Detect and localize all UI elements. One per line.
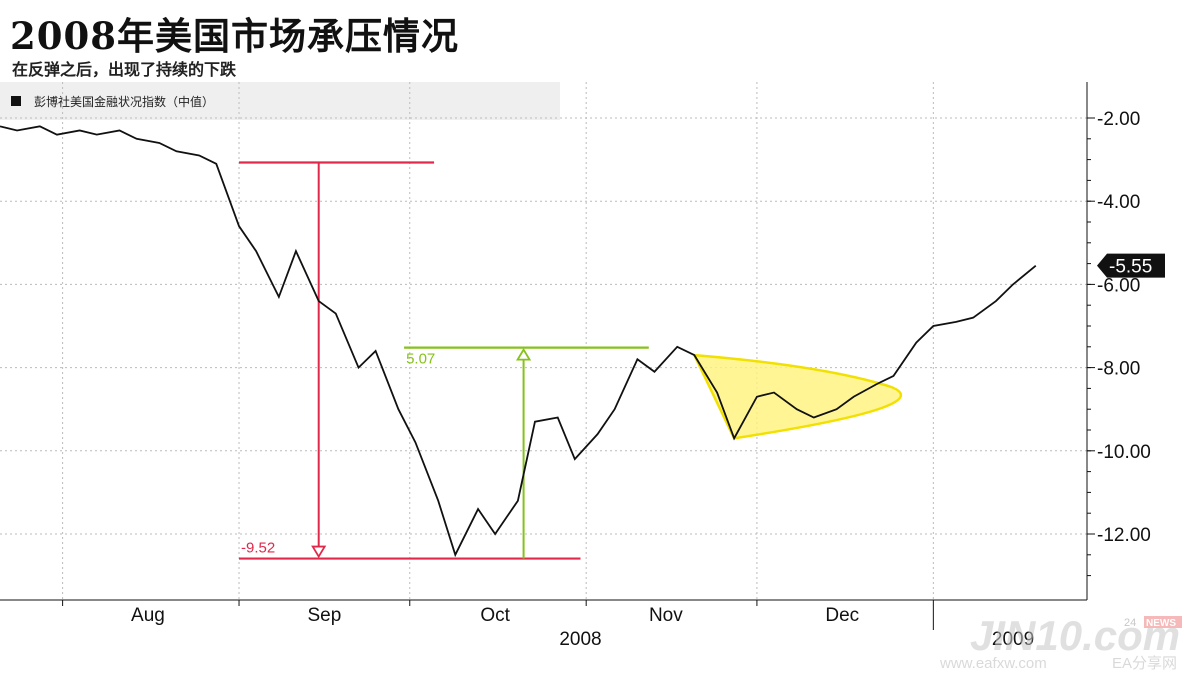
legend-label: 彭博社美国金融状况指数（中值） bbox=[34, 94, 214, 109]
green-annotation-label: 5.07 bbox=[406, 351, 435, 368]
x-tick-label: Sep bbox=[307, 605, 341, 626]
x-tick-label: Dec bbox=[825, 605, 859, 626]
watermark-badge-num: 24 bbox=[1124, 617, 1136, 629]
axes bbox=[0, 82, 1095, 630]
chart-subtitle: 在反弹之后，出现了持续的下跌 bbox=[12, 60, 237, 79]
y-tick-label: -10.00 bbox=[1097, 442, 1151, 463]
legend-background bbox=[0, 82, 560, 120]
series-line bbox=[0, 125, 1037, 558]
last-value-label: -5.55 bbox=[1109, 257, 1152, 278]
red-arrowhead bbox=[311, 545, 327, 559]
y-tick-label: -4.00 bbox=[1097, 192, 1140, 213]
y-tick-label: -2.00 bbox=[1097, 109, 1140, 130]
highlight-region bbox=[692, 353, 903, 440]
y-tick-label: -12.00 bbox=[1097, 525, 1151, 546]
watermark-badge-text: NEWS bbox=[1146, 618, 1176, 629]
y-tick-label: -6.00 bbox=[1097, 275, 1140, 296]
red-annotation-label: -9.52 bbox=[241, 540, 275, 557]
watermark-badge-box bbox=[1144, 616, 1182, 628]
annotations: -9.52 5.07 bbox=[239, 161, 649, 560]
watermark-site-cn: EA分享网 bbox=[1112, 655, 1177, 672]
y-tick-label: -8.00 bbox=[1097, 359, 1140, 380]
chart-title: 2008年美国市场承压情况 bbox=[10, 14, 459, 58]
tick-labels: -2.00 -4.00 -6.00 -8.00 -10.00 -12.00 Aug Sep Oc… bbox=[131, 109, 1151, 650]
watermark: JIN10.com 24 NEWS www.eafxw.com EA分享网 bbox=[939, 612, 1182, 672]
x-tick-label: Aug bbox=[131, 605, 165, 626]
gridlines bbox=[0, 82, 1087, 600]
green-arrowhead bbox=[515, 347, 532, 361]
watermark-site: www.eafxw.com bbox=[939, 655, 1047, 672]
last-value-tag: -5.55 bbox=[1097, 253, 1165, 278]
legend-swatch bbox=[11, 96, 21, 106]
x-tick-label: Nov bbox=[649, 605, 683, 626]
x-year-label: 2008 bbox=[559, 629, 601, 650]
x-tick-label: 2009 bbox=[992, 629, 1034, 650]
series-layer bbox=[0, 125, 1037, 558]
x-tick-label: Oct bbox=[480, 605, 510, 626]
